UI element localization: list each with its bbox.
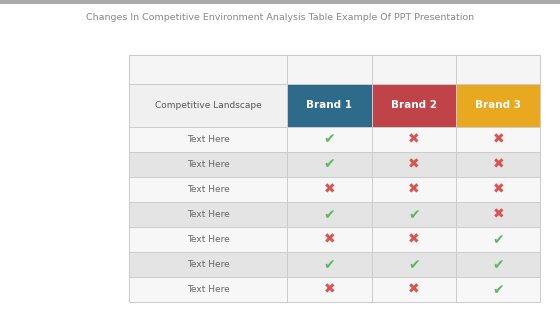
Text: ✖: ✖ [324,182,335,197]
Bar [287,152,372,177]
Bar [372,55,456,83]
Bar [129,177,287,202]
Bar [456,252,540,277]
Bar [456,227,540,252]
Text: ✖: ✖ [324,233,335,247]
Bar [129,277,287,302]
Text: Text Here: Text Here [186,185,230,194]
Bar [129,227,287,252]
Text: Brand 3: Brand 3 [475,100,521,110]
Text: Text Here: Text Here [186,235,230,244]
Text: ✔: ✔ [324,158,335,171]
Bar [129,252,287,277]
Text: ✔: ✔ [408,258,419,272]
Bar [372,177,456,202]
Bar [287,83,372,127]
Bar [372,83,456,127]
Text: ✖: ✖ [324,283,335,297]
Text: Brand 2: Brand 2 [391,100,437,110]
Bar [129,55,287,83]
Bar [456,177,540,202]
Bar [287,227,372,252]
Bar [129,83,287,127]
Text: ✔: ✔ [408,208,419,222]
Text: ✔: ✔ [324,208,335,222]
Text: Text Here: Text Here [186,160,230,169]
Text: ✔: ✔ [324,132,335,146]
Text: ✖: ✖ [408,182,419,197]
Text: ✖: ✖ [492,158,504,171]
Bar [287,127,372,152]
Text: ✖: ✖ [492,132,504,146]
Bar [129,127,287,152]
Bar [372,252,456,277]
Bar [129,202,287,227]
Text: ✖: ✖ [408,132,419,146]
Text: ✖: ✖ [408,283,419,297]
Text: Brand 1: Brand 1 [306,100,352,110]
Bar [456,83,540,127]
Bar [287,277,372,302]
Text: ✖: ✖ [492,182,504,197]
Bar [129,152,287,177]
Bar [456,127,540,152]
Text: Competitive Landscape: Competitive Landscape [155,101,262,110]
Text: ✖: ✖ [408,158,419,171]
Bar [372,277,456,302]
Bar [287,252,372,277]
Bar [372,227,456,252]
Bar [287,55,372,83]
Text: ✔: ✔ [492,258,504,272]
Text: ✖: ✖ [408,233,419,247]
Text: ✔: ✔ [492,283,504,297]
Bar [456,55,540,83]
Text: Changes In Competitive Environment Analysis Table Example Of PPT Presentation: Changes In Competitive Environment Analy… [86,14,474,22]
Bar [372,202,456,227]
Bar [372,152,456,177]
Text: ✔: ✔ [324,258,335,272]
Bar [456,202,540,227]
Text: Text Here: Text Here [186,135,230,144]
Bar [456,152,540,177]
Text: ✔: ✔ [492,233,504,247]
Bar [287,177,372,202]
Bar [372,127,456,152]
Text: ✖: ✖ [492,208,504,222]
Bar [0,0,560,4]
Text: Text Here: Text Here [186,285,230,294]
Text: Text Here: Text Here [186,210,230,219]
Bar [129,55,540,302]
Bar [287,202,372,227]
Text: Text Here: Text Here [186,260,230,269]
Bar [456,277,540,302]
